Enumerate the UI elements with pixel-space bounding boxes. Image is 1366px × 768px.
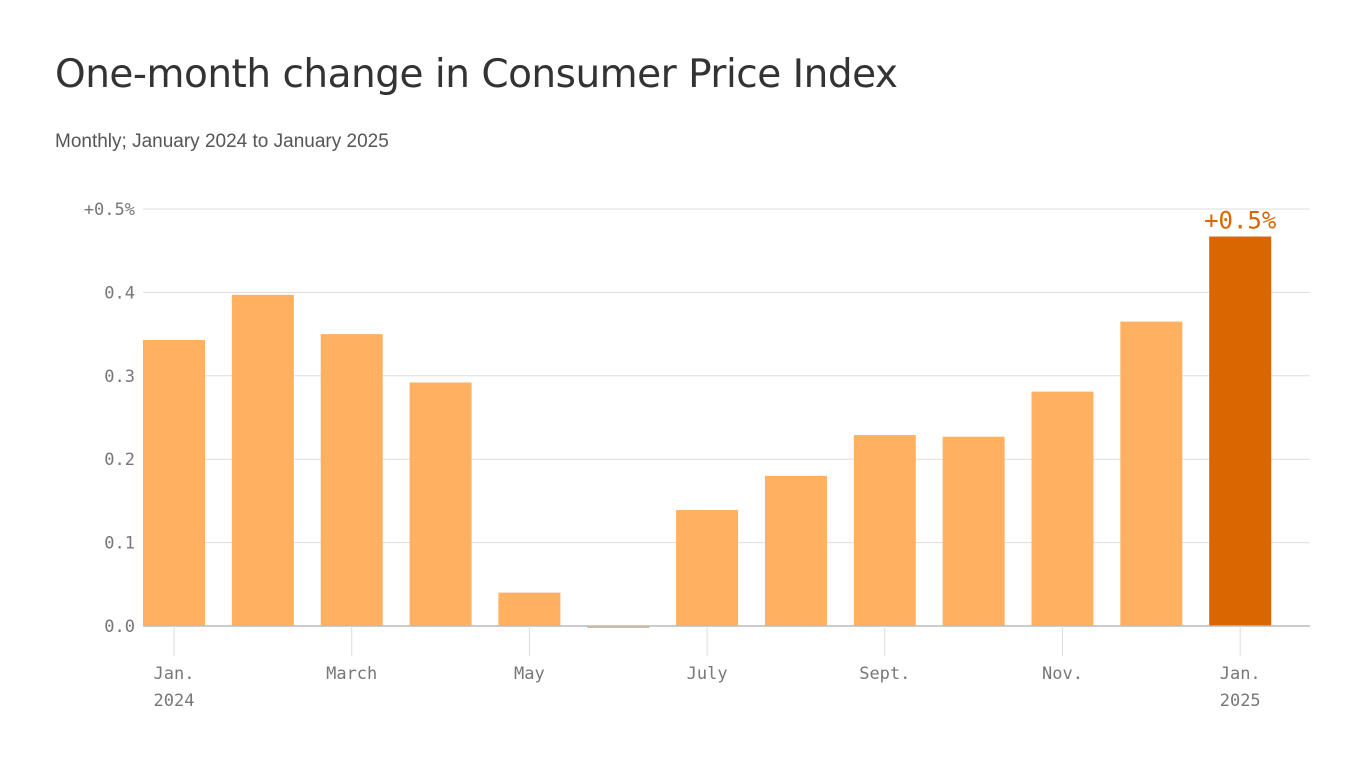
x-tick-label: Jan. [154, 664, 195, 684]
bar-nov-2024 [1031, 391, 1094, 626]
annotations: +0.5% [1204, 207, 1277, 235]
bar-march-2024 [320, 334, 383, 626]
x-tick-label: July [687, 664, 728, 684]
y-tick-label: 0.3 [104, 367, 135, 387]
value-callout-label: +0.5% [1204, 207, 1277, 235]
y-tick-label: 0.2 [104, 450, 135, 470]
y-tick-label: 0.4 [104, 283, 135, 303]
bar-may-2024 [498, 592, 561, 626]
bar-jan-2025 [1209, 236, 1272, 626]
bar-april-2024 [409, 382, 472, 626]
chart-title: One-month change in Consumer Price Index [55, 52, 898, 97]
x-tick-label: Sept. [859, 664, 910, 684]
y-tick-label: 0.1 [104, 534, 135, 554]
chart-subtitle: Monthly; January 2024 to January 2025 [55, 131, 389, 152]
bar-oct-2024 [942, 436, 1005, 626]
x-tick-year-label: 2025 [1220, 691, 1261, 711]
y-tick-label: 0.0 [104, 617, 135, 637]
x-tick-year-label: 2024 [154, 691, 195, 711]
x-tick-label: Nov. [1042, 664, 1083, 684]
y-tick-label: +0.5% [84, 200, 135, 220]
bar-feb-2024 [231, 294, 294, 626]
bar-sept-2024 [853, 435, 916, 626]
x-axis: Jan. 2024 March May July Sept. Nov. Jan. 2025 [154, 626, 1261, 711]
bar-aug-2024 [764, 475, 827, 626]
x-tick-label: Jan. [1220, 664, 1261, 684]
bar-june-2024 [587, 626, 650, 628]
y-axis: 0.0 0.1 0.2 0.3 0.4 +0.5% [84, 200, 135, 637]
bars [143, 236, 1272, 628]
x-tick-label: May [514, 664, 545, 684]
bar-jan-2024 [143, 339, 205, 626]
bar-july-2024 [676, 510, 739, 626]
bar-dec-2024 [1120, 321, 1183, 626]
x-tick-label: March [326, 664, 377, 684]
